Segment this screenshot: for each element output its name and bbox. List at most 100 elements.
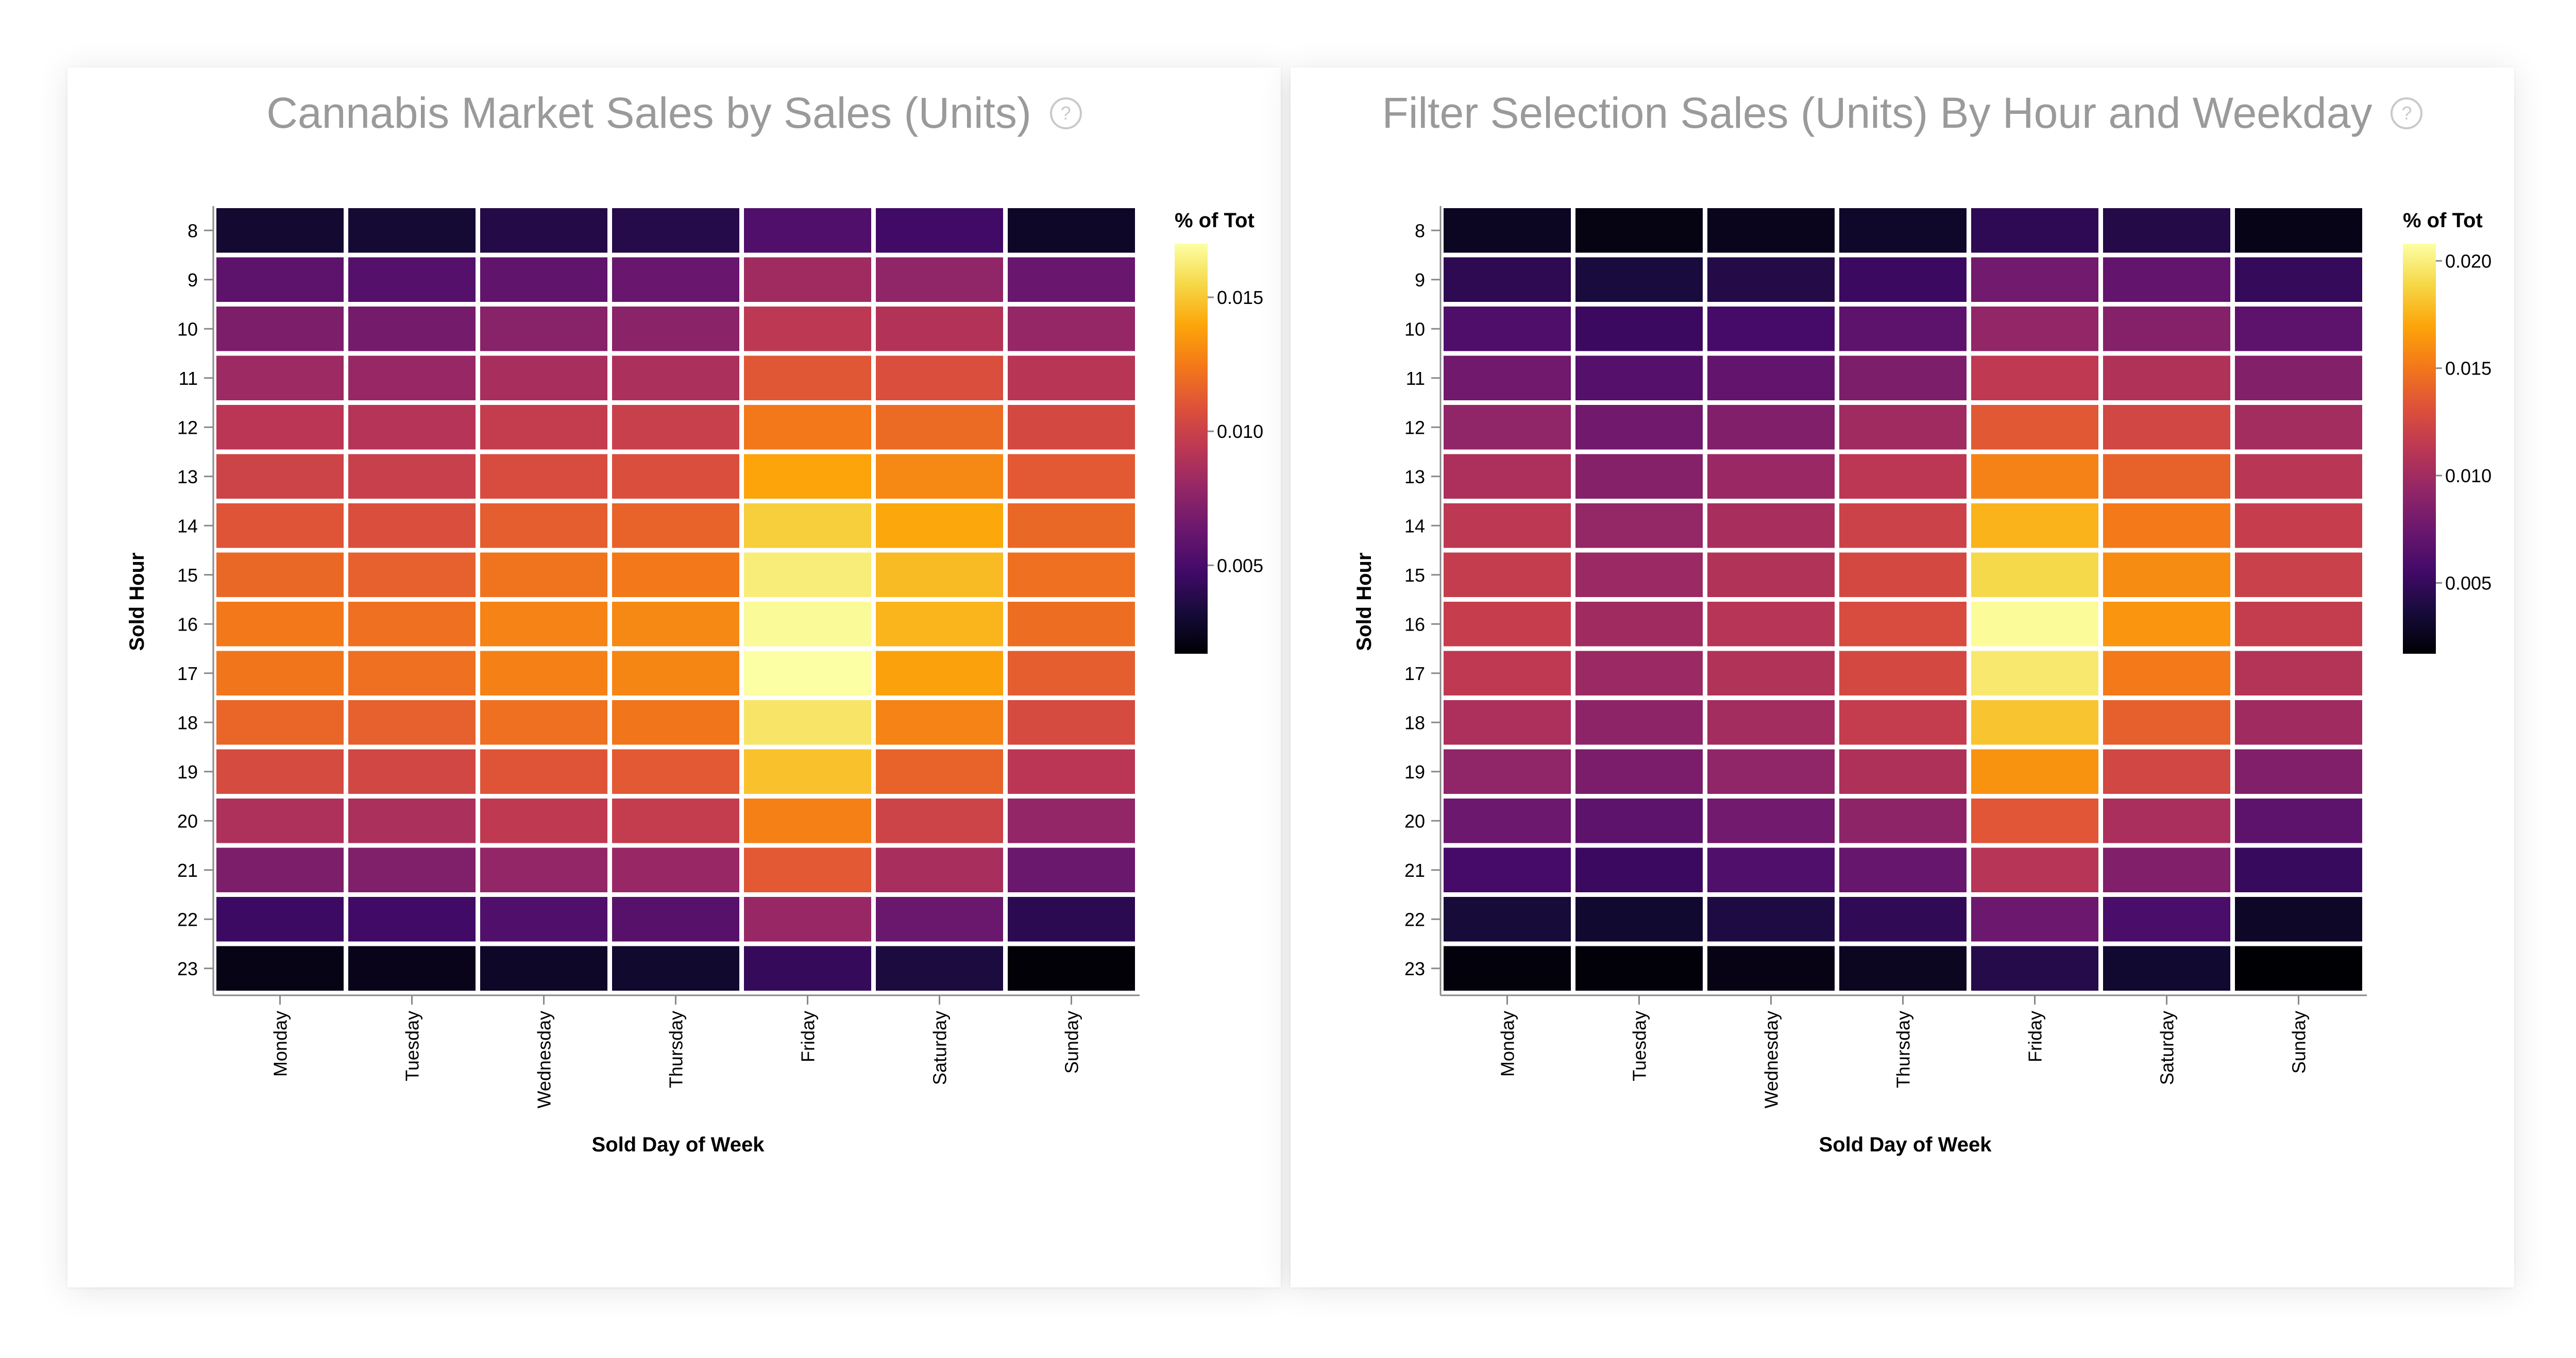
heatmap-cell[interactable]	[1839, 700, 1967, 745]
heatmap-cell[interactable]	[2235, 208, 2362, 253]
heatmap-cell[interactable]	[216, 552, 344, 598]
heatmap-cell[interactable]	[1575, 355, 1703, 401]
heatmap-cell[interactable]	[2103, 454, 2230, 499]
heatmap-cell[interactable]	[2235, 749, 2362, 794]
heatmap-cell[interactable]	[216, 257, 344, 302]
heatmap-cell[interactable]	[1971, 257, 2098, 302]
heatmap-cell[interactable]	[480, 946, 607, 991]
heatmap-cell[interactable]	[1575, 651, 1703, 696]
heatmap-cell[interactable]	[348, 552, 476, 598]
heatmap-cell[interactable]	[348, 946, 476, 991]
heatmap-cell[interactable]	[1707, 355, 1835, 401]
heatmap-cell[interactable]	[612, 946, 739, 991]
heatmap-cell[interactable]	[1575, 749, 1703, 794]
heatmap-cell[interactable]	[744, 307, 871, 351]
heatmap-cell[interactable]	[744, 897, 871, 942]
heatmap-cell[interactable]	[876, 700, 1003, 745]
heatmap-cell[interactable]	[348, 651, 476, 696]
heatmap-cell[interactable]	[2103, 700, 2230, 745]
heatmap-cell[interactable]	[1575, 257, 1703, 302]
heatmap-cell[interactable]	[1707, 454, 1835, 499]
heatmap-cell[interactable]	[1707, 651, 1835, 696]
heatmap-cell[interactable]	[480, 749, 607, 794]
heatmap-cell[interactable]	[2103, 897, 2230, 942]
heatmap-cell[interactable]	[2235, 454, 2362, 499]
heatmap-cell[interactable]	[1971, 307, 2098, 351]
heatmap-cell[interactable]	[2103, 799, 2230, 843]
heatmap-cell[interactable]	[480, 355, 607, 401]
heatmap-cell[interactable]	[480, 552, 607, 598]
heatmap-cell[interactable]	[1008, 749, 1135, 794]
heatmap-cell[interactable]	[1444, 700, 1571, 745]
heatmap-cell[interactable]	[612, 552, 739, 598]
heatmap-cell[interactable]	[480, 897, 607, 942]
heatmap-cell[interactable]	[1575, 897, 1703, 942]
heatmap-cell[interactable]	[2103, 208, 2230, 253]
heatmap-cell[interactable]	[1707, 799, 1835, 843]
heatmap-cell[interactable]	[480, 208, 607, 253]
heatmap-cell[interactable]	[480, 799, 607, 843]
heatmap-cell[interactable]	[1971, 651, 2098, 696]
heatmap-cell[interactable]	[1971, 946, 2098, 991]
heatmap-cell[interactable]	[1971, 700, 2098, 745]
heatmap-cell[interactable]	[876, 602, 1003, 647]
heatmap-cell[interactable]	[348, 602, 476, 647]
heatmap-cell[interactable]	[876, 503, 1003, 548]
heatmap-cell[interactable]	[480, 307, 607, 351]
heatmap-cell[interactable]	[744, 749, 871, 794]
heatmap-cell[interactable]	[1444, 307, 1571, 351]
heatmap-cell[interactable]	[2235, 257, 2362, 302]
heatmap-cell[interactable]	[2103, 405, 2230, 450]
heatmap-cell[interactable]	[1575, 503, 1703, 548]
heatmap-cell[interactable]	[1707, 847, 1835, 893]
heatmap-cell[interactable]	[1839, 257, 1967, 302]
heatmap-cell[interactable]	[1839, 307, 1967, 351]
heatmap-cell[interactable]	[1971, 454, 2098, 499]
heatmap-cell[interactable]	[480, 651, 607, 696]
heatmap-cell[interactable]	[612, 307, 739, 351]
heatmap-cell[interactable]	[2235, 700, 2362, 745]
heatmap-cell[interactable]	[1575, 405, 1703, 450]
heatmap-cell[interactable]	[348, 355, 476, 401]
heatmap-cell[interactable]	[1575, 454, 1703, 499]
heatmap-cell[interactable]	[876, 749, 1003, 794]
heatmap-cell[interactable]	[1707, 208, 1835, 253]
heatmap-cell[interactable]	[216, 749, 344, 794]
heatmap-cell[interactable]	[348, 847, 476, 893]
heatmap-cell[interactable]	[1971, 208, 2098, 253]
heatmap-cell[interactable]	[1008, 700, 1135, 745]
heatmap-cell[interactable]	[876, 355, 1003, 401]
heatmap-cell[interactable]	[744, 651, 871, 696]
heatmap-cell[interactable]	[2235, 651, 2362, 696]
question-circle-icon[interactable]: ?	[2391, 97, 2423, 129]
heatmap-cell[interactable]	[480, 700, 607, 745]
heatmap-cell[interactable]	[216, 355, 344, 401]
heatmap-cell[interactable]	[1707, 503, 1835, 548]
heatmap-cell[interactable]	[1008, 897, 1135, 942]
heatmap-cell[interactable]	[1839, 946, 1967, 991]
heatmap-cell[interactable]	[1444, 602, 1571, 647]
heatmap-cell[interactable]	[216, 946, 344, 991]
heatmap-cell[interactable]	[1008, 405, 1135, 450]
heatmap-cell[interactable]	[876, 799, 1003, 843]
heatmap-cell[interactable]	[744, 405, 871, 450]
heatmap-cell[interactable]	[2103, 651, 2230, 696]
heatmap-cell[interactable]	[612, 355, 739, 401]
heatmap-cell[interactable]	[348, 454, 476, 499]
heatmap-cell[interactable]	[2103, 847, 2230, 893]
heatmap-cell[interactable]	[1707, 257, 1835, 302]
heatmap-cell[interactable]	[1444, 257, 1571, 302]
heatmap-cell[interactable]	[1008, 552, 1135, 598]
heatmap-cell[interactable]	[1575, 552, 1703, 598]
heatmap-cell[interactable]	[2235, 405, 2362, 450]
heatmap-cell[interactable]	[876, 651, 1003, 696]
heatmap-cell[interactable]	[216, 799, 344, 843]
heatmap-cell[interactable]	[216, 897, 344, 942]
heatmap-cell[interactable]	[744, 602, 871, 647]
heatmap-cell[interactable]	[1575, 700, 1703, 745]
heatmap-cell[interactable]	[876, 847, 1003, 893]
heatmap-cell[interactable]	[1444, 355, 1571, 401]
heatmap-cell[interactable]	[1444, 208, 1571, 253]
heatmap-cell[interactable]	[1839, 897, 1967, 942]
heatmap-cell[interactable]	[744, 503, 871, 548]
